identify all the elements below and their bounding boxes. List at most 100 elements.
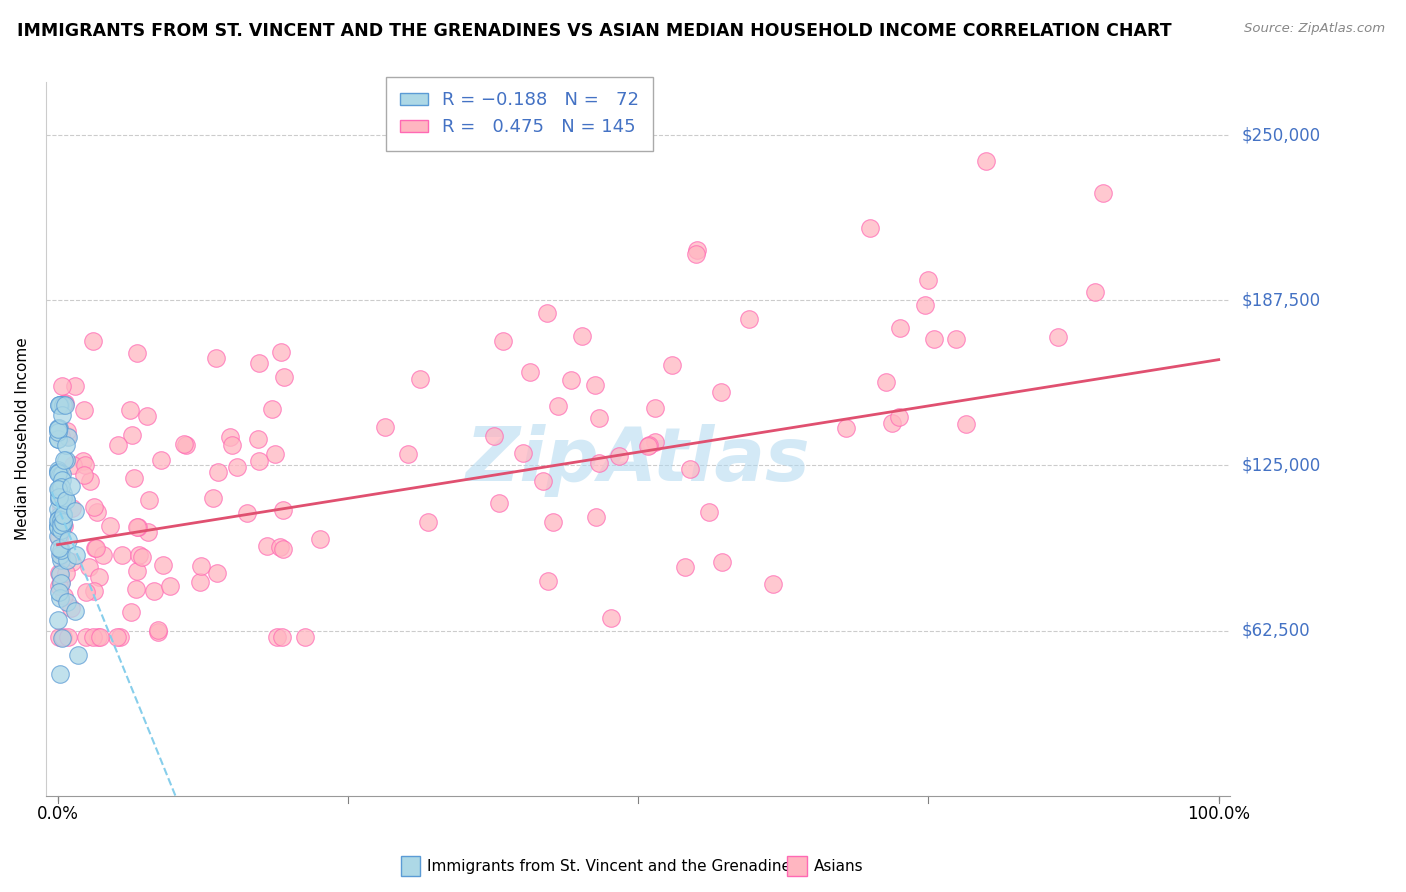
Text: $250,000: $250,000: [1241, 126, 1320, 144]
Point: [859, 220, 882, 235]
Point: [60, 600, 83, 615]
Point: [48, 398, 70, 412]
Point: [73, 468, 96, 483]
Point: [62, 458, 84, 473]
Point: [46, 520, 69, 534]
Point: [260, 401, 283, 416]
Point: [48, 398, 70, 412]
Point: [56, 430, 79, 444]
Point: [46, 422, 69, 436]
Point: [48, 541, 70, 556]
Point: [710, 555, 733, 569]
Point: [922, 332, 945, 346]
Point: [607, 449, 630, 463]
Point: [48, 468, 70, 483]
Point: [46, 432, 69, 446]
Point: [49, 523, 72, 537]
Point: [48, 630, 70, 644]
Point: [84, 541, 107, 555]
Point: [599, 611, 621, 625]
Point: [588, 411, 610, 425]
Point: [263, 447, 285, 461]
Point: [835, 421, 858, 435]
Point: [637, 439, 659, 453]
Point: [541, 515, 564, 529]
Point: [1047, 330, 1070, 344]
Point: [173, 437, 195, 451]
Point: [105, 630, 128, 644]
Point: [73, 403, 96, 417]
Point: [52, 630, 75, 644]
Point: [52, 516, 75, 531]
Point: [48, 491, 70, 505]
Point: [537, 574, 560, 588]
Point: [52, 491, 75, 505]
Point: [127, 520, 149, 534]
Point: [49, 548, 72, 562]
Point: [697, 505, 720, 519]
Point: [49, 548, 72, 562]
Point: [585, 378, 607, 392]
Point: [56, 595, 79, 609]
Point: [53, 398, 76, 412]
Text: Source: ZipAtlas.com: Source: ZipAtlas.com: [1244, 22, 1385, 36]
Point: [188, 575, 211, 590]
Point: [225, 459, 247, 474]
Point: [46, 529, 69, 543]
Point: [955, 417, 977, 431]
Point: [51, 378, 73, 392]
Point: [46, 466, 69, 480]
Point: [75, 585, 97, 599]
Point: [49, 576, 72, 591]
Point: [519, 365, 541, 379]
Point: [55, 492, 77, 507]
Point: [710, 384, 733, 399]
Point: [270, 344, 292, 359]
Point: [207, 466, 229, 480]
Text: $125,000: $125,000: [1241, 457, 1320, 475]
Point: [205, 566, 228, 580]
Point: [661, 358, 683, 372]
Point: [46, 421, 69, 435]
Point: [1084, 285, 1107, 299]
Point: [46, 513, 69, 527]
Point: [201, 491, 224, 505]
Point: [49, 542, 72, 557]
Point: [138, 492, 160, 507]
Point: [512, 446, 534, 460]
Point: [247, 432, 270, 446]
Point: [82, 630, 104, 644]
Point: [945, 332, 967, 346]
Point: [48, 566, 70, 580]
Point: [52, 398, 75, 412]
Point: [673, 560, 696, 574]
Point: [120, 403, 142, 417]
Legend: R = −0.188   N =   72, R =   0.475   N = 145: R = −0.188 N = 72, R = 0.475 N = 145: [387, 77, 654, 151]
Point: [247, 356, 270, 370]
Point: [190, 559, 212, 574]
Point: [63, 605, 86, 619]
Point: [60, 501, 83, 516]
Point: [309, 533, 332, 547]
Point: [87, 570, 110, 584]
Point: [48, 509, 70, 524]
Point: [98, 518, 121, 533]
Point: [48, 584, 70, 599]
Point: [48, 421, 70, 435]
Point: [89, 630, 111, 644]
Point: [55, 438, 77, 452]
Point: [218, 430, 240, 444]
Point: [914, 298, 936, 312]
Point: [56, 424, 79, 438]
Point: [121, 427, 143, 442]
Point: [83, 584, 105, 599]
Point: [416, 515, 439, 529]
Point: [110, 548, 132, 562]
Text: IMMIGRANTS FROM ST. VINCENT AND THE GRENADINES VS ASIAN MEDIAN HOUSEHOLD INCOME : IMMIGRANTS FROM ST. VINCENT AND THE GREN…: [17, 22, 1171, 40]
Point: [125, 520, 148, 534]
Point: [875, 375, 897, 389]
Point: [271, 542, 294, 557]
Point: [887, 409, 910, 424]
Point: [48, 484, 70, 499]
Point: [271, 502, 294, 516]
